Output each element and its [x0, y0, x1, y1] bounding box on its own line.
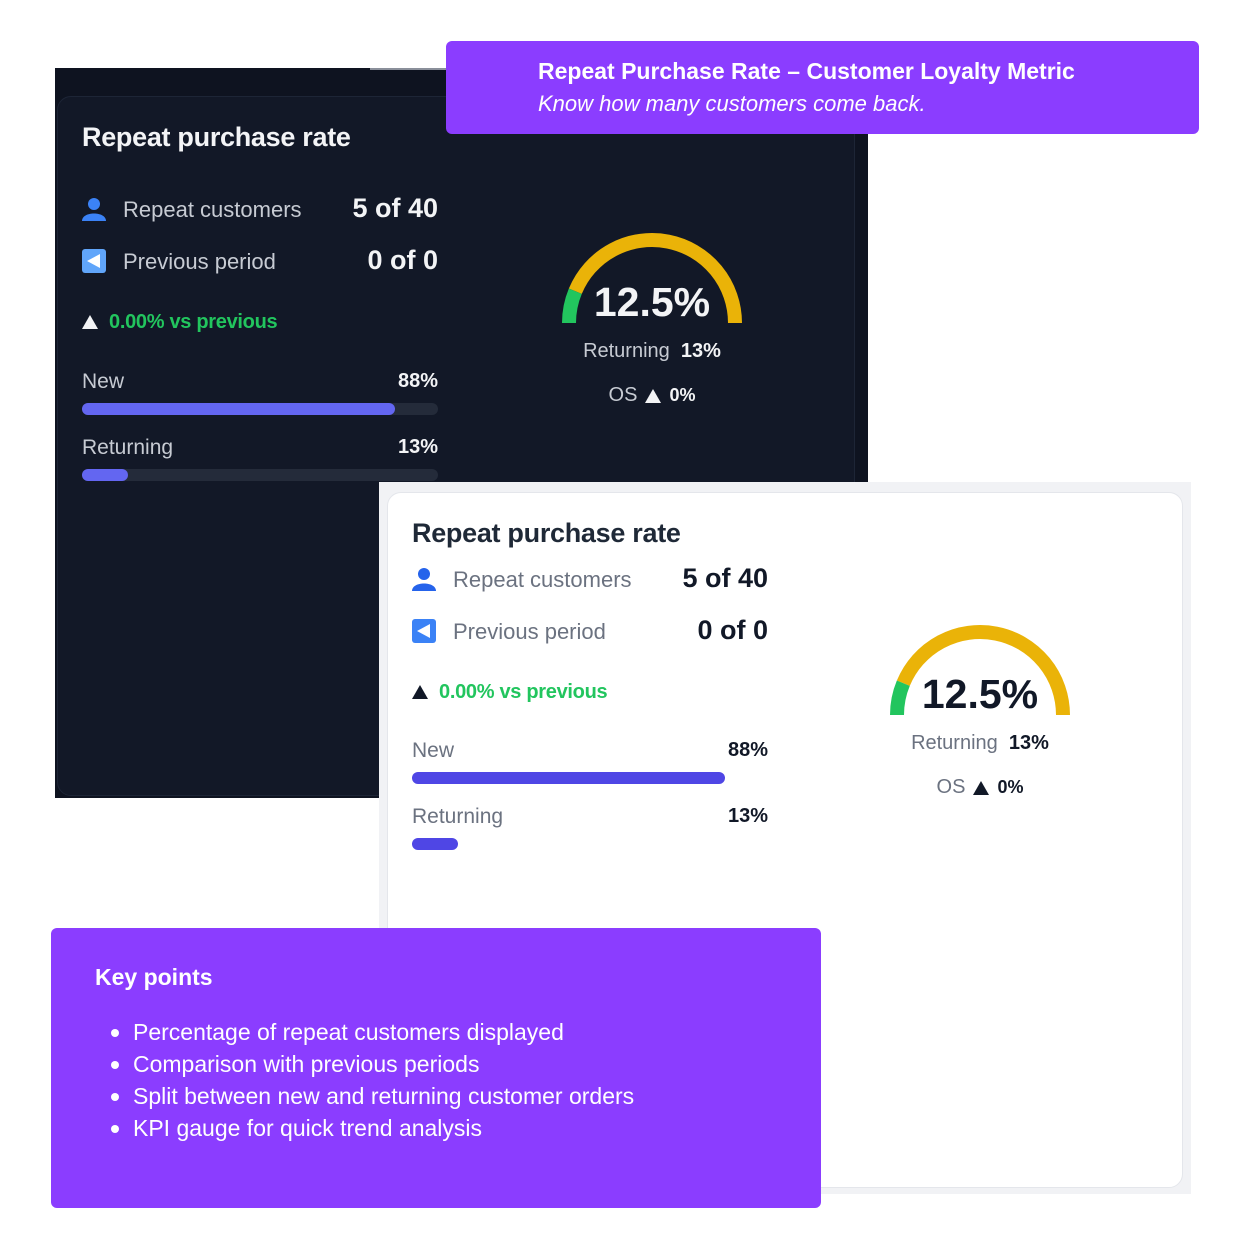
key-points-title: Key points: [95, 964, 213, 990]
user-icon: [412, 568, 436, 591]
gauge-returning-pct: 13%: [680, 340, 721, 362]
gauge-value: 12.5%: [921, 671, 1039, 717]
gauge-value: 12.5%: [593, 279, 711, 325]
new-pct: 88%: [397, 370, 438, 392]
new-progress-track: [82, 403, 438, 415]
card-title: Repeat purchase rate: [412, 518, 681, 548]
gauge-returning-pct: 13%: [1008, 732, 1049, 754]
previous-period-value: 0 of 0: [367, 245, 438, 275]
key-point-item: Comparison with previous periods: [111, 1048, 634, 1080]
key-point-item: Split between new and returning customer…: [111, 1080, 634, 1112]
returning-progress-track: [82, 469, 438, 481]
dark-top-divider: [370, 68, 448, 70]
key-points-box: Key points Percentage of repeat customer…: [51, 928, 821, 1208]
returning-progress-fill: [82, 469, 129, 481]
back-arrow-icon: [82, 249, 106, 273]
gauge-arc: [890, 625, 1070, 716]
key-point-item: KPI gauge for quick trend analysis: [111, 1112, 634, 1144]
returning-bar-row: Returning 13%: [82, 436, 438, 460]
os-value: 0%: [669, 385, 696, 405]
repeat-customers-row: Repeat customers 5 of 40: [82, 193, 438, 227]
banner-subtitle: Know how many customers come back.: [538, 91, 926, 116]
trend-text: 0.00% vs previous: [109, 310, 278, 333]
os-value: 0%: [997, 777, 1024, 797]
repeat-customers-label: Repeat customers: [453, 567, 632, 592]
repeat-customers-label: Repeat customers: [123, 197, 302, 222]
gauge-returning-label: Returning: [911, 732, 998, 754]
returning-label: Returning: [82, 436, 174, 459]
repeat-customers-value: 5 of 40: [682, 563, 768, 593]
previous-period-label: Previous period: [123, 249, 276, 274]
gauge-os: OS 0%: [860, 776, 1100, 799]
kpi-gauge: 12.5%: [552, 223, 752, 343]
gauge-returning-label: Returning: [583, 340, 670, 362]
os-label: OS: [936, 776, 966, 798]
new-label: New: [412, 739, 455, 762]
trend-up-icon: [82, 315, 98, 329]
previous-period-row: Previous period 0 of 0: [412, 615, 768, 649]
key-point-item: Percentage of repeat customers displayed: [111, 1016, 634, 1048]
returning-progress-track: [412, 838, 768, 850]
new-progress-fill: [82, 403, 396, 415]
back-arrow-icon: [412, 619, 436, 643]
new-bar-row: New 88%: [412, 739, 768, 763]
os-trend-up-icon: [973, 780, 990, 795]
banner-title: Repeat Purchase Rate – Customer Loyalty …: [538, 58, 1075, 84]
returning-label: Returning: [412, 805, 504, 828]
previous-period-label: Previous period: [453, 619, 606, 644]
user-icon: [82, 198, 106, 221]
title-banner: Repeat Purchase Rate – Customer Loyalty …: [446, 41, 1199, 134]
returning-bar-row: Returning 13%: [412, 805, 768, 829]
card-title: Repeat purchase rate: [82, 122, 351, 152]
new-progress-fill: [412, 772, 726, 784]
gauge-arc: [562, 233, 742, 324]
repeat-customers-value: 5 of 40: [352, 193, 438, 223]
gauge-os: OS 0%: [532, 384, 772, 407]
os-trend-up-icon: [645, 388, 662, 403]
new-bar-row: New 88%: [82, 370, 438, 394]
new-progress-track: [412, 772, 768, 784]
repeat-customers-row: Repeat customers 5 of 40: [412, 563, 768, 597]
previous-period-row: Previous period 0 of 0: [82, 245, 438, 279]
new-label: New: [82, 370, 125, 393]
os-label: OS: [608, 384, 638, 406]
key-points-list: Percentage of repeat customers displayed…: [111, 1016, 634, 1144]
trend-indicator: 0.00% vs previous: [412, 678, 608, 706]
trend-up-icon: [412, 685, 428, 699]
previous-period-value: 0 of 0: [697, 615, 768, 645]
kpi-gauge: 12.5%: [880, 615, 1080, 735]
returning-pct: 13%: [727, 805, 768, 827]
gauge-returning: Returning 13%: [860, 732, 1100, 755]
trend-text: 0.00% vs previous: [439, 680, 608, 703]
trend-indicator: 0.00% vs previous: [82, 308, 278, 336]
gauge-returning: Returning 13%: [532, 340, 772, 363]
returning-pct: 13%: [397, 436, 438, 458]
returning-progress-fill: [412, 838, 459, 850]
new-pct: 88%: [727, 739, 768, 761]
